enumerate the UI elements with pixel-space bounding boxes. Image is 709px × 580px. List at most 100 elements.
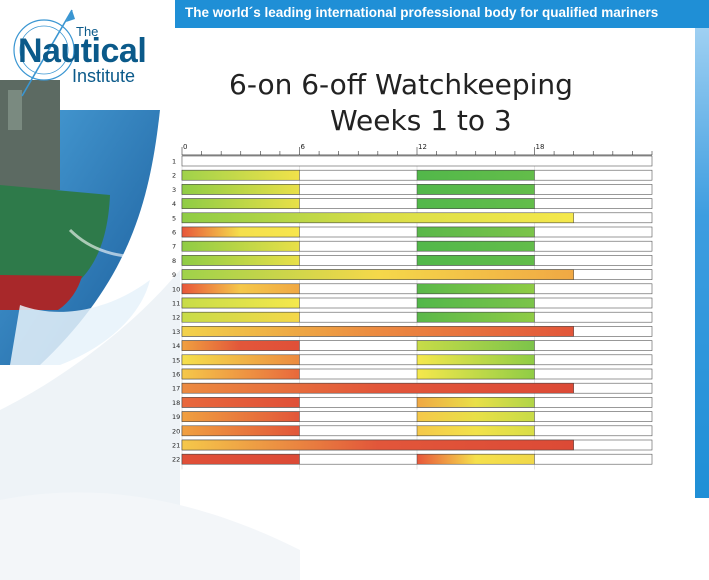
watch-bar	[181, 169, 300, 181]
watch-bar	[181, 439, 574, 451]
watch-bar	[181, 340, 300, 351]
row-label: 20	[172, 427, 180, 435]
chart-subtitle: Weeks 1 to 3	[330, 104, 512, 137]
chart-row: 14	[172, 340, 653, 351]
chart-row: 19	[172, 411, 653, 422]
watch-bar	[416, 411, 535, 422]
row-label: 9	[172, 271, 176, 279]
watch-bar	[416, 226, 535, 238]
chart-row: 5	[172, 212, 653, 224]
watch-bar	[181, 198, 300, 209]
chart-row: 13	[172, 326, 653, 337]
watch-bar	[416, 453, 535, 465]
header-banner: The world´s leading international profes…	[175, 0, 709, 28]
row-label: 11	[172, 300, 180, 308]
chart-row: 22	[172, 453, 653, 465]
row-label: 5	[172, 214, 176, 222]
chart-row: 2	[172, 169, 653, 181]
watch-bar	[181, 212, 574, 224]
compass-icon	[13, 9, 75, 97]
row-label: 14	[172, 342, 180, 350]
watch-bar	[416, 297, 535, 309]
row-label: 10	[172, 285, 180, 293]
watch-bar	[416, 340, 535, 351]
watch-bar	[181, 297, 300, 309]
row-label: 7	[172, 243, 176, 251]
row-label: 8	[172, 257, 176, 265]
chart-row: 7	[172, 240, 653, 252]
watch-bar	[181, 240, 300, 252]
watch-bar	[181, 368, 300, 380]
row-label: 1	[172, 158, 176, 166]
chart-row: 4	[172, 198, 653, 209]
chart-row: 21	[172, 439, 653, 451]
watch-bar	[181, 226, 300, 238]
watch-bar	[416, 368, 535, 380]
watch-bar	[416, 283, 535, 295]
chart-row: 18	[172, 397, 653, 408]
banner-text: The world´s leading international profes…	[185, 5, 659, 20]
watch-bar	[181, 354, 300, 366]
row-label: 6	[172, 229, 176, 237]
nautical-institute-logo: The Nautical Institute	[8, 8, 178, 98]
chart-row: 10	[172, 283, 653, 295]
watch-bar	[181, 382, 574, 394]
chart-row: 3	[172, 184, 653, 195]
watch-bar	[181, 184, 300, 195]
logo-the-text: The	[76, 24, 99, 39]
watch-bar	[181, 269, 574, 280]
chart-row: 16	[172, 368, 653, 380]
row-label: 18	[172, 399, 180, 407]
row-label: 13	[172, 328, 180, 336]
row-label: 3	[172, 186, 176, 194]
watch-bar	[181, 283, 300, 295]
watch-bar	[416, 311, 535, 323]
chart-row: 15	[172, 354, 653, 366]
chart-row: 1	[172, 155, 653, 167]
watch-bar	[416, 397, 535, 408]
row-track	[181, 155, 653, 167]
watch-bar	[416, 240, 535, 252]
chart-row: 11	[172, 297, 653, 309]
watch-bar	[181, 311, 300, 323]
row-label: 4	[172, 200, 176, 208]
watch-bar	[416, 184, 535, 195]
background-wave	[0, 270, 300, 580]
chart-row: 20	[172, 425, 653, 437]
chart-row: 6	[172, 226, 653, 238]
chart-row: 17	[172, 382, 653, 394]
tick-label: 12	[418, 143, 427, 151]
logo-nautical-text: Nautical	[18, 32, 147, 70]
watch-bar	[416, 169, 535, 181]
watch-bar	[181, 255, 300, 266]
chart-row: 12	[172, 311, 653, 323]
chart-row: 9	[172, 269, 653, 280]
watch-bar	[181, 425, 300, 437]
chart-title: 6-on 6-off Watchkeeping	[229, 68, 573, 101]
watch-bar	[181, 411, 300, 422]
watch-bar	[181, 453, 300, 465]
watch-bar	[181, 397, 300, 408]
chart-row: 8	[172, 255, 653, 266]
watch-bar	[416, 425, 535, 437]
ship-illustration	[0, 80, 160, 365]
row-label: 2	[172, 172, 176, 180]
row-label: 19	[172, 413, 180, 421]
row-label: 16	[172, 371, 180, 379]
watch-bar	[416, 198, 535, 209]
row-label: 17	[172, 385, 180, 393]
tick-label: 0	[183, 143, 187, 151]
watch-bar	[416, 354, 535, 366]
row-label: 15	[172, 356, 180, 364]
logo-institute-text: Institute	[72, 66, 136, 86]
watch-bar	[181, 326, 574, 337]
row-label: 12	[172, 314, 180, 322]
right-edge-band	[695, 28, 709, 498]
watch-bar	[416, 255, 535, 266]
tick-label: 18	[536, 143, 545, 151]
row-label: 21	[172, 442, 180, 450]
tick-label: 6	[301, 143, 306, 151]
row-label: 22	[172, 456, 180, 464]
